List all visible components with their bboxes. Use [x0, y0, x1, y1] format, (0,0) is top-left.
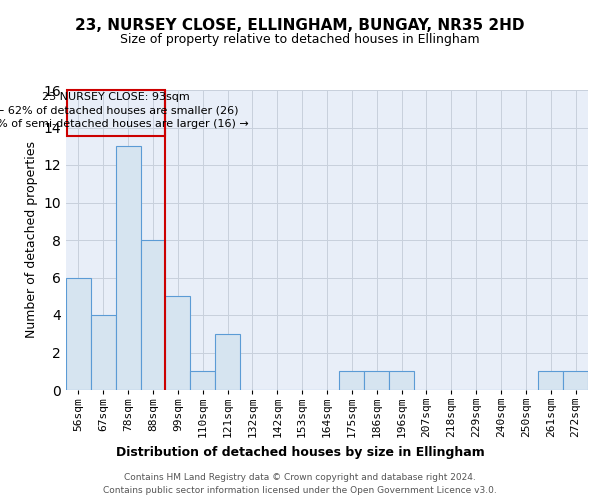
Bar — [389, 371, 414, 390]
Text: ← 62% of detached houses are smaller (26): ← 62% of detached houses are smaller (26… — [0, 106, 238, 116]
Text: 23, NURSEY CLOSE, ELLINGHAM, BUNGAY, NR35 2HD: 23, NURSEY CLOSE, ELLINGHAM, BUNGAY, NR3… — [75, 18, 525, 32]
Bar — [166, 296, 190, 390]
Text: Contains HM Land Registry data © Crown copyright and database right 2024.
Contai: Contains HM Land Registry data © Crown c… — [103, 474, 497, 495]
Text: 23 NURSEY CLOSE: 93sqm: 23 NURSEY CLOSE: 93sqm — [43, 92, 190, 102]
Bar — [116, 146, 140, 390]
Bar — [140, 240, 166, 390]
Bar — [190, 371, 215, 390]
Text: 38% of semi-detached houses are larger (16) →: 38% of semi-detached houses are larger (… — [0, 118, 249, 128]
Bar — [91, 315, 116, 390]
Bar — [364, 371, 389, 390]
Bar — [215, 334, 240, 390]
Text: Size of property relative to detached houses in Ellingham: Size of property relative to detached ho… — [120, 32, 480, 46]
Bar — [67, 90, 166, 136]
Text: Distribution of detached houses by size in Ellingham: Distribution of detached houses by size … — [116, 446, 484, 459]
Bar — [538, 371, 563, 390]
Bar — [563, 371, 588, 390]
Bar — [66, 278, 91, 390]
Y-axis label: Number of detached properties: Number of detached properties — [25, 142, 38, 338]
Bar — [340, 371, 364, 390]
